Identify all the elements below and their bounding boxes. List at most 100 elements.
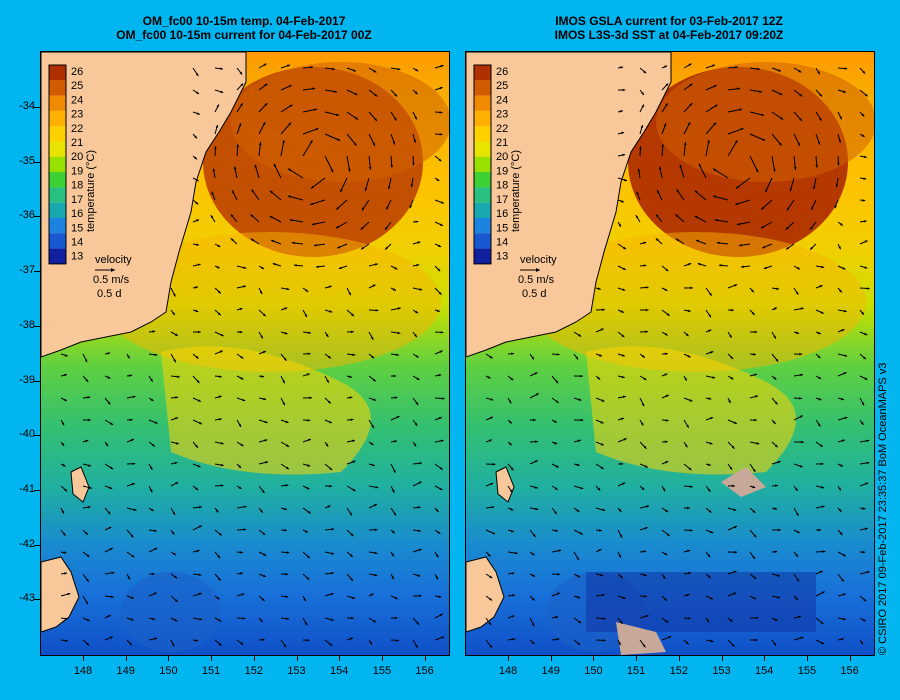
colorbar-tick-label: 14 [496, 236, 508, 248]
axis-tick [593, 655, 595, 661]
x-tick-label-left: 154 [330, 665, 349, 677]
colorbar-tick-label: 24 [496, 94, 508, 106]
axis-tick [34, 325, 40, 327]
axis-tick [636, 655, 638, 661]
colorbar-tick-label: 13 [71, 251, 83, 263]
axis-tick [381, 655, 383, 661]
right-title-line1: IMOS GSLA current for 03-Feb-2017 12Z [555, 14, 783, 28]
colorbar-tick-label: 23 [71, 109, 83, 121]
axis-tick [34, 489, 40, 491]
axis-tick [168, 655, 170, 661]
x-tick-label-left: 151 [201, 665, 221, 677]
y-tick-label: -41 [19, 482, 35, 495]
right-panel-title: IMOS GSLA current for 03-Feb-2017 12Z IM… [465, 14, 873, 42]
y-tick-label: -37 [19, 264, 35, 277]
y-tick-label: -34 [19, 100, 35, 112]
left-velocity-time: 0.5 d [97, 288, 122, 300]
x-tick-label-right: 152 [669, 665, 688, 677]
credit-text: © CSIRO 2017 09-Feb-2017 23:35:37 BoM Oc… [877, 362, 889, 655]
axis-tick [34, 544, 40, 546]
colorbar-tick-label: 21 [71, 137, 83, 149]
axis-tick [678, 655, 680, 661]
right-velocity-label: velocity [520, 254, 557, 266]
colorbar-tick-label: 18 [496, 180, 508, 192]
axis-tick [721, 655, 723, 661]
axis-tick [550, 655, 552, 661]
colorbar-tick-label: 26 [71, 66, 83, 78]
left-title-line2: OM_fc00 10-15m current for 04-Feb-2017 0… [116, 28, 372, 42]
right-map-panel: 26 25 24 23 22 21 20 19 18 17 16 15 14 13 temperature… [465, 51, 875, 656]
colorbar-tick-label: 13 [496, 251, 508, 263]
axis-tick [764, 655, 766, 661]
colorbar-tick-label: 18 [71, 180, 83, 192]
right-title-line2: IMOS L3S-3d SST at 04-Feb-2017 09:20Z [554, 28, 784, 42]
colorbar-tick-label: 20 [71, 151, 83, 163]
x-tick-label-left: 148 [73, 665, 93, 677]
y-tick-label: -42 [19, 537, 35, 550]
right-sst-map: 26 25 24 23 22 21 20 19 18 17 16 15 14 13 [466, 52, 874, 655]
colorbar-tick-label: 21 [496, 137, 508, 149]
colorbar-tick-label: 25 [496, 80, 508, 92]
left-colorbar-label: temperature (°C) [85, 149, 97, 232]
x-tick-label-left: 156 [415, 665, 434, 677]
right-velocity-scale: 0.5 m/s [518, 274, 555, 286]
colorbar-tick-label: 17 [496, 194, 508, 206]
colorbar-tick-label: 23 [496, 109, 508, 121]
y-tick-label: -43 [19, 592, 35, 605]
axis-tick [125, 655, 127, 661]
colorbar-tick-label: 19 [71, 165, 83, 177]
colorbar-tick-label: 15 [496, 222, 508, 234]
colorbar-tick-label: 22 [496, 123, 508, 135]
x-tick-label-right: 148 [498, 665, 518, 677]
colorbar-tick-label: 20 [496, 151, 508, 163]
colorbar-tick-label: 25 [71, 80, 83, 92]
axis-tick [296, 655, 298, 661]
axis-tick [34, 107, 40, 108]
x-tick-label-left: 155 [372, 665, 392, 677]
axis-tick [34, 599, 40, 601]
colorbar-tick-label: 16 [496, 208, 508, 220]
colorbar-tick-label: 22 [71, 123, 83, 135]
x-tick-label-right: 156 [840, 665, 859, 677]
axis-tick [83, 655, 84, 661]
axis-tick [34, 161, 40, 163]
left-sst-map: 26 25 24 23 22 21 20 19 18 17 16 15 14 13 [41, 52, 449, 655]
axis-tick [806, 655, 808, 661]
left-title-line1: OM_fc00 10-15m temp. 04-Feb-2017 [142, 14, 346, 28]
colorbar-tick-label: 24 [71, 94, 83, 106]
axis-tick [34, 216, 40, 218]
x-tick-label-right: 153 [712, 665, 731, 677]
left-velocity-scale: 0.5 m/s [93, 274, 130, 286]
x-tick-label-left: 149 [116, 665, 135, 677]
axis-tick [34, 435, 40, 437]
x-tick-label-left: 153 [287, 665, 306, 677]
axis-tick [34, 271, 40, 273]
x-tick-label-left: 152 [244, 665, 263, 677]
left-panel-title: OM_fc00 10-15m temp. 04-Feb-2017 OM_fc00… [40, 14, 448, 42]
y-tick-label: -35 [19, 154, 35, 167]
colorbar-tick-label: 16 [71, 208, 83, 220]
colorbar-tick-label: 14 [71, 236, 83, 248]
right-colorbar-label: temperature (°C) [510, 149, 522, 232]
x-tick-label-right: 151 [626, 665, 646, 677]
y-tick-label: -38 [19, 318, 35, 331]
colorbar-tick-label: 17 [71, 194, 83, 206]
x-tick-label-left: 150 [159, 665, 178, 677]
left-map-panel: 26 25 24 23 22 21 20 19 18 17 16 15 14 13 temperature… [40, 51, 450, 656]
y-tick-label: -39 [19, 373, 35, 386]
x-tick-label-right: 154 [755, 665, 774, 677]
right-velocity-time: 0.5 d [522, 288, 547, 300]
x-tick-label-right: 149 [541, 665, 560, 677]
colorbar-tick-label: 19 [496, 165, 508, 177]
axis-tick [424, 655, 426, 661]
axis-tick [849, 655, 851, 661]
y-tick-label: -36 [19, 209, 35, 222]
y-tick-label: -40 [19, 428, 35, 441]
x-tick-label-right: 155 [797, 665, 817, 677]
colorbar-tick-label: 26 [496, 66, 508, 78]
left-velocity-label: velocity [95, 254, 132, 266]
axis-tick [34, 380, 40, 382]
axis-tick [339, 655, 341, 661]
axis-tick [211, 655, 213, 661]
x-tick-label-right: 150 [584, 665, 603, 677]
